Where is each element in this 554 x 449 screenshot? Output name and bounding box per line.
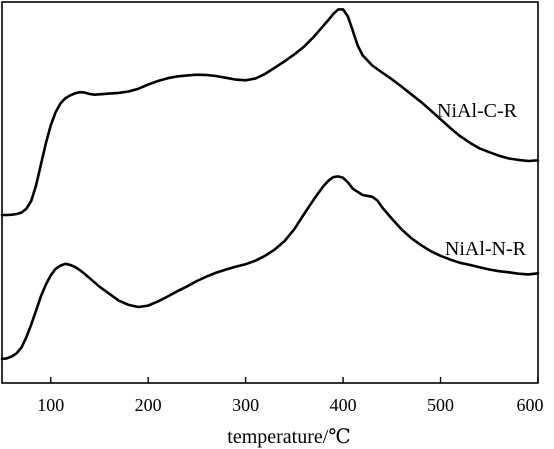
x-tick-label: 200 bbox=[135, 395, 162, 415]
series-labels-group: NiAl-C-R NiAl-N-R bbox=[437, 100, 527, 260]
x-axis-label: temperature/℃ bbox=[227, 426, 350, 448]
series-label-1: NiAl-C-R bbox=[437, 100, 518, 122]
series-line-2 bbox=[0, 175, 540, 361]
x-ticks-group: 100 200 300 400 500 600 bbox=[37, 377, 544, 415]
series-line-1 bbox=[0, 8, 540, 217]
plot-frame bbox=[1, 1, 539, 384]
x-tick-label: 100 bbox=[37, 395, 64, 415]
series-label-2: NiAl-N-R bbox=[445, 238, 527, 260]
x-tick-label: 600 bbox=[517, 395, 544, 415]
x-tick-label: 500 bbox=[427, 395, 454, 415]
x-tick-label: 300 bbox=[232, 395, 259, 415]
x-tick-label: 400 bbox=[330, 395, 357, 415]
curves-group bbox=[0, 8, 540, 361]
